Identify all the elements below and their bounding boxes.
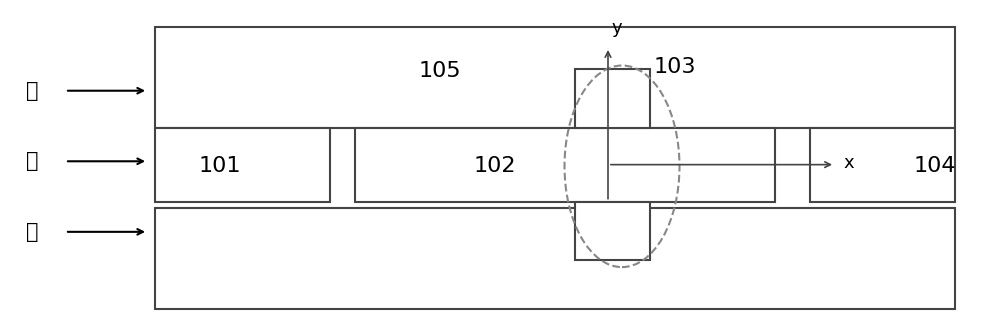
Text: 103: 103 [654,57,696,77]
Bar [155,27,955,128]
Text: 光: 光 [26,222,38,242]
Text: y: y [612,19,622,37]
Bar [575,69,650,128]
Text: 105: 105 [419,60,461,81]
Text: 101: 101 [199,156,241,176]
Bar [355,128,775,202]
Bar [155,208,955,309]
Text: 面: 面 [26,151,38,171]
Bar [575,202,650,260]
Bar [155,128,330,202]
Bar [810,128,955,202]
Text: 102: 102 [474,156,516,176]
Text: 104: 104 [914,156,956,176]
Text: 平: 平 [26,81,38,101]
Text: x: x [843,154,854,172]
